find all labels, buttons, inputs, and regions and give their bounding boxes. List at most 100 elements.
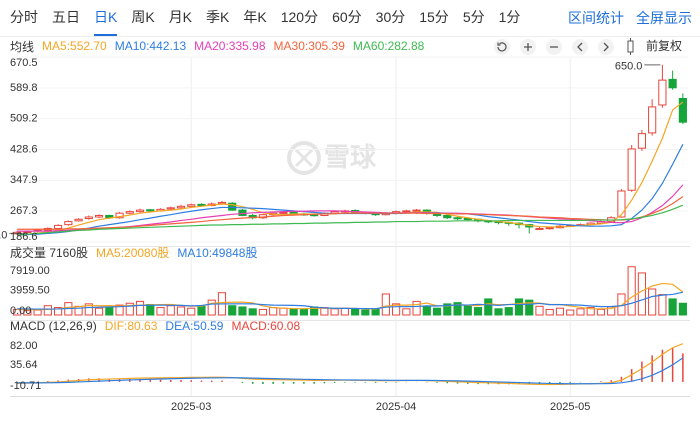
candle-body	[125, 211, 134, 214]
volume-bar	[402, 308, 411, 316]
button-bg	[598, 39, 614, 55]
watermark-logo	[287, 141, 321, 175]
legend-title: 成交量 7160股	[10, 245, 89, 260]
tab-divider	[0, 36, 700, 37]
button-bg	[572, 39, 588, 55]
volume-bar	[443, 303, 452, 316]
volume-bar	[351, 308, 360, 316]
candle-body	[228, 202, 237, 211]
candle-body	[166, 207, 175, 210]
candle-body	[187, 204, 196, 207]
legend-entry: MA10:49848股	[177, 245, 258, 260]
candle-body	[84, 216, 93, 220]
volume-bar	[381, 293, 390, 316]
volume-bar	[576, 308, 585, 316]
volume-bar	[627, 266, 636, 316]
volume-bar	[586, 307, 595, 316]
volume-legend: 成交量 7160股 MA5:20080股 MA10:49848股	[10, 244, 265, 260]
annotation-label: 650.0	[615, 61, 643, 73]
candle-body	[197, 203, 206, 207]
volume-bar	[43, 305, 52, 316]
y-tick-label: 509.2	[10, 113, 38, 125]
candle-body	[668, 78, 677, 89]
candle-body	[617, 190, 626, 218]
tab[interactable]: 5分	[462, 9, 485, 25]
candle-body	[535, 227, 544, 230]
volume-bar	[473, 307, 483, 316]
candle-style-button[interactable]	[627, 38, 634, 55]
tab[interactable]: 分时	[10, 9, 38, 25]
volume-bar	[637, 272, 646, 316]
watermark-logo-mark	[294, 148, 314, 168]
adjust-mode[interactable]: 前复权	[646, 39, 683, 53]
tab[interactable]: 1分	[498, 9, 521, 25]
annotation-label: 209.0	[0, 229, 7, 241]
tab[interactable]: 年K	[243, 9, 267, 25]
zoom-in-button[interactable]	[520, 39, 536, 55]
toolbar-links: 区间统计 全屏显示	[556, 0, 692, 36]
volume-bar	[156, 307, 165, 316]
reset-icon	[497, 42, 507, 52]
volume-bar	[361, 309, 370, 316]
volume-bar	[197, 305, 206, 316]
candle-body	[412, 209, 421, 212]
volume-bar	[514, 298, 524, 316]
tab-bar: 分时 五日 日K 周K 月K 季K 年K 120分 60分 30分 15分 5分 1分	[10, 0, 534, 36]
candle-body	[453, 217, 462, 220]
volume-bar	[566, 309, 575, 316]
legend-title: 均线	[10, 39, 35, 54]
series-line	[17, 343, 684, 386]
volume-bar	[484, 298, 493, 316]
volume-bar	[228, 305, 237, 316]
volume-bar	[115, 304, 124, 316]
tab[interactable]: 120分	[280, 9, 319, 25]
tab[interactable]: 15分	[419, 9, 449, 25]
volume-bar	[596, 308, 606, 316]
volume-bar	[432, 307, 442, 316]
y-tick-label: 82.00	[10, 340, 38, 352]
volume-bar	[340, 307, 349, 316]
legend-entry: MACD:60.08	[231, 319, 301, 333]
candle-body	[115, 212, 124, 219]
legend-entry: MA10:442.13	[114, 39, 187, 53]
tab[interactable]: 五日	[52, 9, 80, 25]
tab[interactable]: 周K	[131, 9, 155, 25]
x-tick-label: 2025-03	[171, 401, 211, 413]
candle-body	[658, 79, 667, 106]
tab[interactable]: 30分	[375, 9, 406, 25]
volume-bar	[648, 288, 657, 316]
candle-body	[545, 227, 554, 230]
series-line	[17, 291, 684, 310]
volume-bar	[555, 307, 565, 316]
series-line	[17, 357, 684, 385]
volume-bar	[545, 308, 554, 316]
chart-tools	[494, 38, 634, 55]
tab[interactable]: 月K	[168, 9, 193, 25]
volume-bar	[463, 305, 472, 316]
reset-button[interactable]	[494, 39, 510, 55]
volume-bar	[525, 299, 534, 316]
y-tick-label: 7919.00	[10, 265, 50, 277]
y-tick-label: 35.64	[10, 359, 38, 371]
volume-bar	[494, 308, 503, 316]
candle-icon	[627, 40, 634, 53]
legend-entry: MA60:282.88	[352, 39, 425, 53]
toolbar-link[interactable]: 全屏显示	[636, 10, 692, 26]
volume-bar	[412, 300, 421, 316]
y-tick-label: 0.00	[10, 305, 31, 317]
volume-bar	[105, 306, 114, 316]
candle-body	[402, 210, 411, 213]
zoom-out-button[interactable]	[546, 39, 562, 55]
next-button[interactable]	[598, 39, 614, 55]
prev-button[interactable]	[572, 39, 588, 55]
candle-body	[279, 211, 288, 214]
volume-bar	[187, 307, 196, 316]
tab[interactable]: 季K	[206, 9, 230, 25]
candle-body	[463, 218, 472, 221]
volume-bar	[330, 308, 339, 316]
toolbar-link[interactable]: 区间统计	[568, 10, 624, 26]
volume-bar	[504, 307, 513, 316]
tab[interactable]: 60分	[332, 9, 362, 25]
tab[interactable]: 日K	[94, 0, 118, 36]
volume-bar	[84, 303, 93, 316]
